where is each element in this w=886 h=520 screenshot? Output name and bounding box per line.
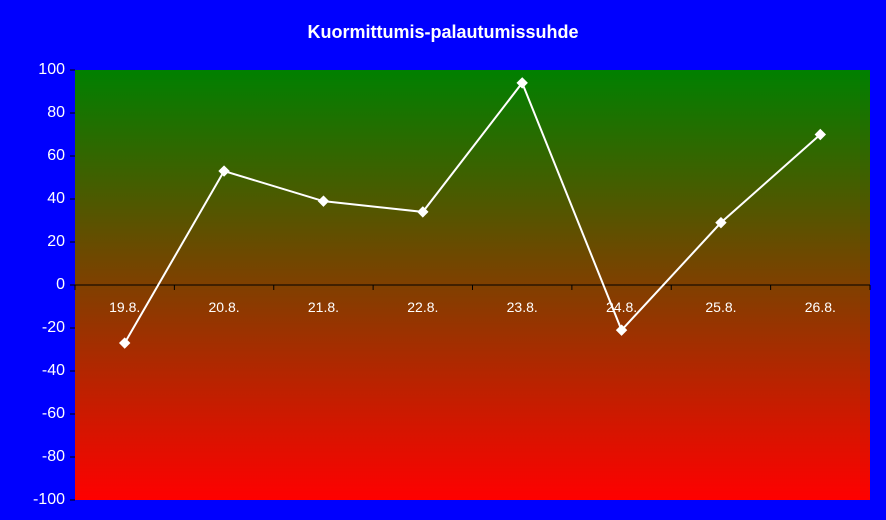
x-tick-label: 20.8. — [208, 299, 239, 315]
y-tick-label: 20 — [47, 233, 65, 251]
x-tick-label: 24.8. — [606, 299, 637, 315]
plot-area — [75, 70, 870, 500]
x-tick-label: 22.8. — [407, 299, 438, 315]
x-tick-label: 21.8. — [308, 299, 339, 315]
y-tick-label: 100 — [38, 61, 65, 79]
x-tick-label: 25.8. — [705, 299, 736, 315]
y-tick-label: 0 — [56, 276, 65, 294]
x-tick-label: 26.8. — [805, 299, 836, 315]
chart-container: Kuormittumis-palautumissuhde -100 -80 -60 -… — [0, 0, 886, 520]
y-tick-label: -100 — [33, 491, 65, 509]
y-tick-label: -20 — [42, 319, 65, 337]
chart-svg — [75, 70, 870, 500]
y-tick-label: 60 — [47, 147, 65, 165]
y-tick-label: -40 — [42, 362, 65, 380]
y-tick-label: -80 — [42, 448, 65, 466]
chart-title: Kuormittumis-palautumissuhde — [0, 22, 886, 43]
y-tick-label: 40 — [47, 190, 65, 208]
x-tick-label: 19.8. — [109, 299, 140, 315]
y-tick-label: -60 — [42, 405, 65, 423]
y-tick-label: 80 — [47, 104, 65, 122]
x-tick-label: 23.8. — [507, 299, 538, 315]
